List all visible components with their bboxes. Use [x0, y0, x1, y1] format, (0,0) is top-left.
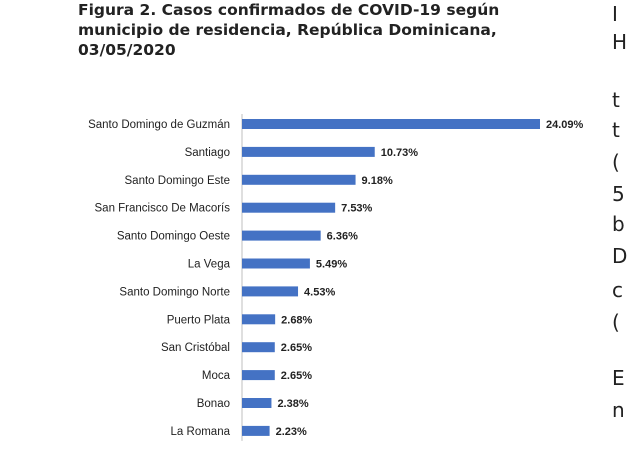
- figure-title: Figura 2. Casos confirmados de COVID-19 …: [78, 0, 588, 60]
- adjacent-text-fragment: b: [612, 212, 625, 236]
- category-label: Moca: [202, 370, 231, 382]
- bar: [242, 202, 336, 213]
- bar: [242, 230, 321, 241]
- category-label: San Cristóbal: [161, 342, 230, 354]
- bar: [242, 398, 272, 408]
- category-label: Santo Domingo Norte: [119, 286, 230, 298]
- data-label: 10.73%: [381, 147, 419, 159]
- category-label: Santo Domingo de Guzmán: [88, 119, 230, 131]
- category-label: Bonao: [197, 398, 230, 410]
- category-label: La Vega: [188, 259, 231, 271]
- adjacent-text-fragment: E: [612, 366, 625, 390]
- figure-title-line-1: Figura 2. Casos confirmados de COVID-19 …: [78, 1, 500, 19]
- bar: [242, 342, 275, 353]
- adjacent-text-fragment: (: [612, 310, 620, 334]
- data-label: 2.68%: [281, 314, 312, 326]
- adjacent-text-fragment: H: [612, 30, 628, 54]
- bar: [242, 425, 270, 436]
- bar: [242, 370, 275, 381]
- data-label: 7.53%: [341, 203, 372, 215]
- bar: [242, 258, 310, 269]
- data-label: 2.23%: [276, 426, 307, 438]
- bar: [242, 286, 299, 297]
- category-label: Puerto Plata: [167, 314, 231, 326]
- data-label: 2.38%: [277, 398, 308, 410]
- data-label: 2.65%: [281, 370, 312, 382]
- adjacent-text-fragment: I: [612, 2, 618, 26]
- category-label: La Romana: [171, 426, 231, 438]
- adjacent-text-fragment: t: [612, 88, 620, 112]
- category-label: Santo Domingo Oeste: [117, 231, 230, 243]
- category-label: Santiago: [185, 147, 230, 159]
- adjacent-text-fragment: (: [612, 150, 620, 174]
- data-label: 5.49%: [316, 259, 347, 271]
- adjacent-text-fragment: t: [612, 118, 620, 142]
- data-label: 4.53%: [304, 286, 335, 298]
- adjacent-text-fragment: c: [612, 278, 623, 302]
- adjacent-text-fragment: n: [612, 398, 625, 422]
- bar: [242, 119, 540, 129]
- category-label: Santo Domingo Este: [125, 175, 230, 187]
- category-label: San Francisco De Macorís: [95, 203, 231, 215]
- adjacent-text-fragment: D: [612, 244, 628, 268]
- data-label: 6.36%: [327, 231, 358, 243]
- data-label: 24.09%: [546, 119, 584, 131]
- bar: [242, 314, 276, 325]
- adjacent-text-fragment: 5: [612, 182, 625, 206]
- figure-title-line-3: 03/05/2020: [78, 41, 176, 59]
- bar: [242, 174, 356, 185]
- data-label: 9.18%: [362, 175, 393, 187]
- figure-title-line-2: municipio de residencia, República Domin…: [78, 21, 497, 39]
- bar: [242, 146, 375, 157]
- data-label: 2.65%: [281, 342, 312, 354]
